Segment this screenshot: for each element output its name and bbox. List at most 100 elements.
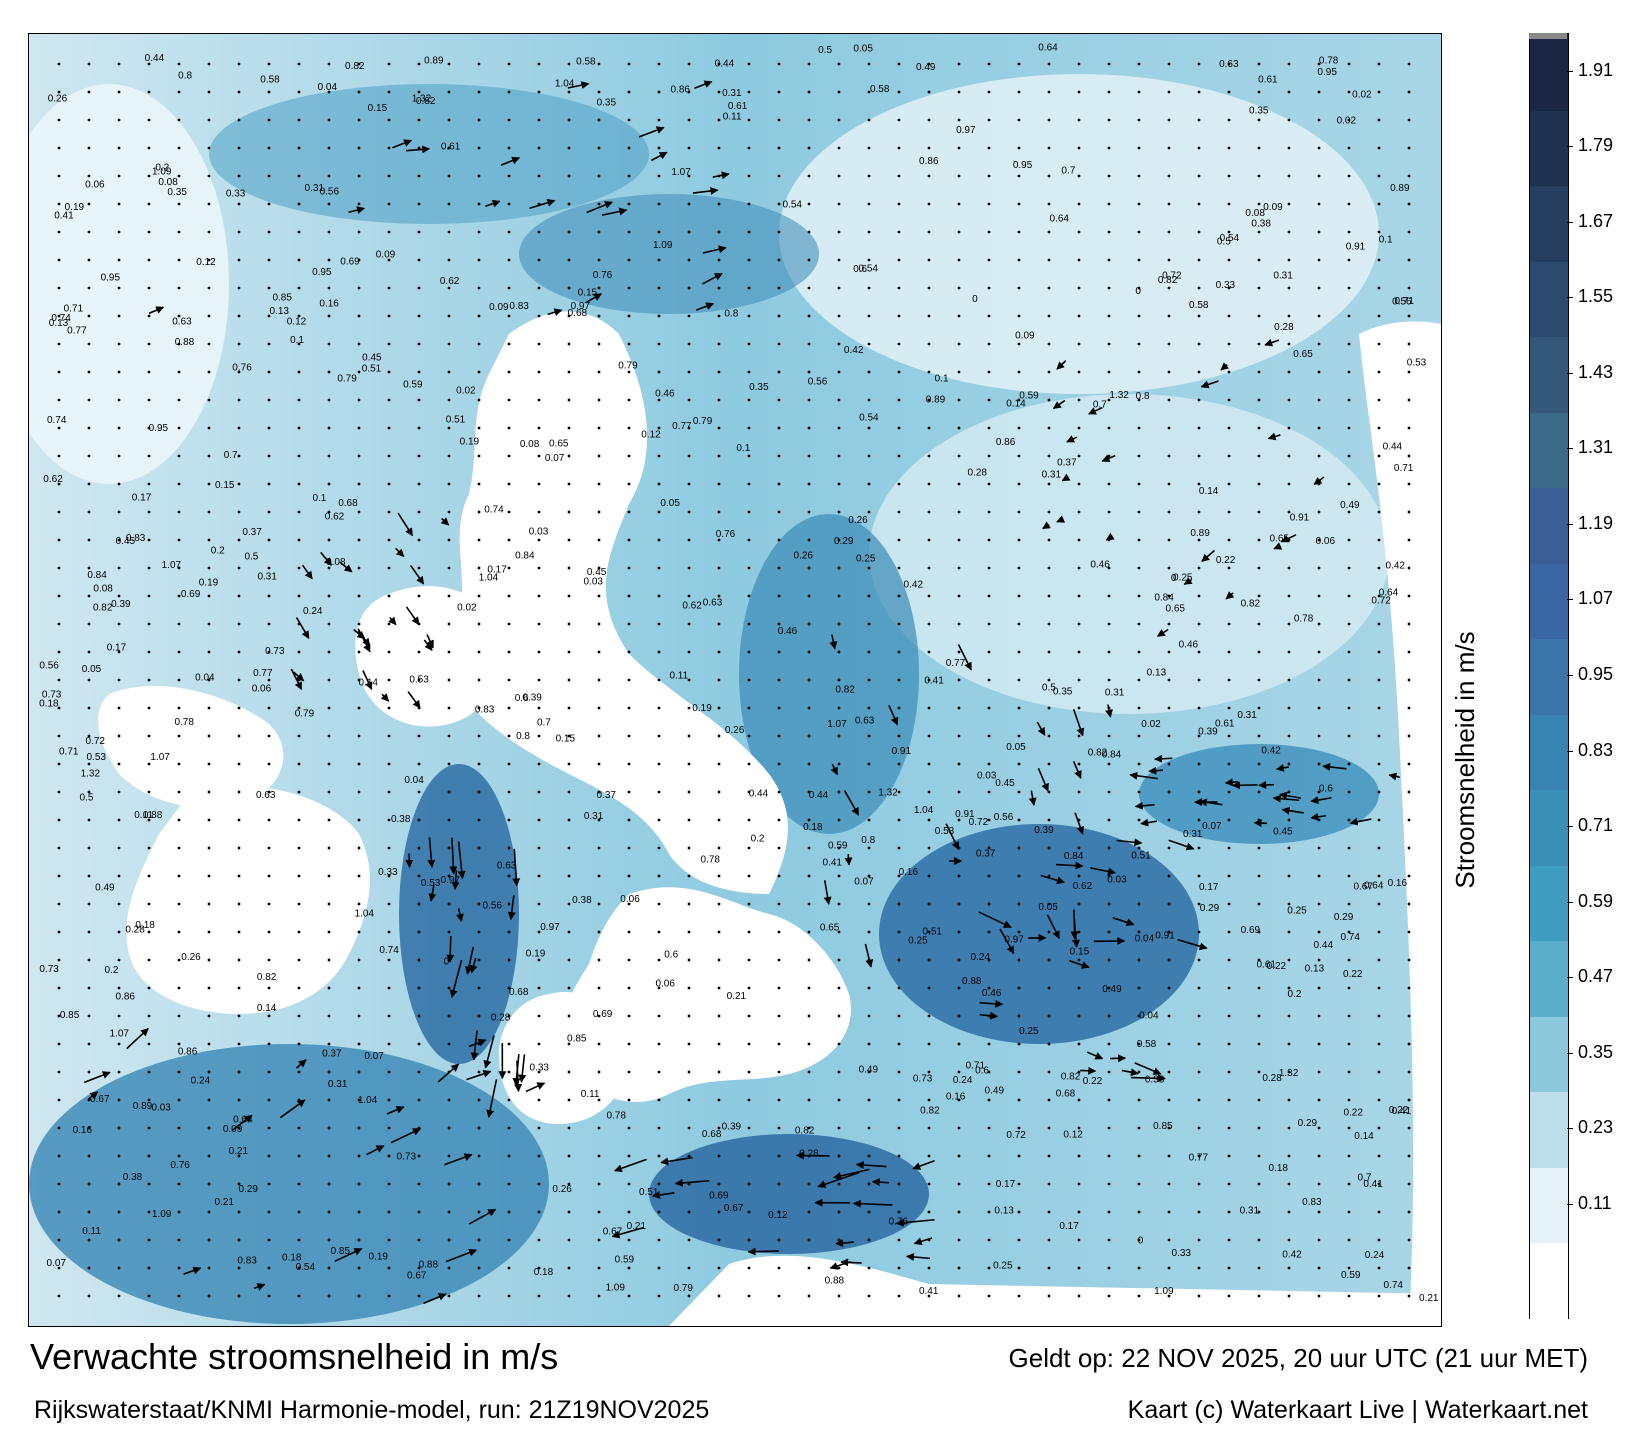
grid-dot — [837, 846, 841, 850]
speed-label: 0 — [1138, 1235, 1144, 1246]
grid-dot — [777, 398, 781, 402]
speed-label: 0.13 — [994, 1205, 1014, 1216]
grid-dot — [597, 1294, 601, 1298]
grid-dot — [957, 146, 961, 150]
grid-dot — [147, 566, 151, 570]
speed-label: 0.7 — [537, 717, 551, 728]
grid-dot — [1077, 1098, 1081, 1102]
speed-label: 0.26 — [725, 725, 745, 736]
grid-dot — [897, 1210, 901, 1214]
speed-label: 0.76 — [170, 1160, 190, 1171]
speed-label: 0.88 — [419, 1259, 439, 1270]
grid-dot — [177, 1042, 181, 1046]
grid-dot — [1137, 1098, 1141, 1102]
grid-dot — [267, 930, 271, 934]
speed-label: 0.33 — [226, 188, 246, 199]
grid-dot — [447, 762, 451, 766]
colorbar-tick-label: 0.71 — [1578, 815, 1614, 836]
grid-dot — [1317, 846, 1321, 850]
grid-dot — [1317, 1266, 1321, 1270]
grid-dot — [987, 874, 991, 878]
grid-dot — [507, 1070, 511, 1074]
grid-dot — [1047, 314, 1051, 318]
grid-dot — [477, 1098, 481, 1102]
grid-dot — [837, 734, 841, 738]
grid-dot — [87, 846, 91, 850]
grid-dot — [87, 1238, 91, 1242]
grid-dot — [117, 790, 121, 794]
grid-dot — [357, 930, 361, 934]
speed-label: 0.72 — [1162, 270, 1182, 281]
grid-dot — [57, 1126, 61, 1130]
grid-dot — [777, 146, 781, 150]
grid-dot — [837, 202, 841, 206]
grid-dot — [117, 146, 121, 150]
grid-dot — [1407, 790, 1411, 794]
grid-dot — [147, 398, 151, 402]
grid-dot — [1287, 314, 1291, 318]
grid-dot — [657, 1210, 661, 1214]
speed-label: 0.95 — [101, 273, 121, 284]
grid-dot — [177, 342, 181, 346]
speed-label: 0.54 — [1220, 233, 1240, 244]
grid-dot — [897, 482, 901, 486]
grid-dot — [897, 118, 901, 122]
grid-dot — [1107, 902, 1111, 906]
speed-label: 0.29 — [239, 1184, 259, 1195]
grid-dot — [417, 566, 421, 570]
grid-dot — [267, 1070, 271, 1074]
grid-dot — [1167, 566, 1171, 570]
grid-dot — [57, 706, 61, 710]
grid-dot — [1167, 1266, 1171, 1270]
speed-label: 0.31 — [257, 571, 277, 582]
grid-dot — [417, 1098, 421, 1102]
grid-dot — [957, 1154, 961, 1158]
grid-dot — [657, 706, 661, 710]
current-arrow — [449, 959, 463, 998]
current-arrow — [747, 1247, 779, 1256]
grid-dot — [1167, 1154, 1171, 1158]
grid-dot — [207, 1014, 211, 1018]
grid-dot — [747, 342, 751, 346]
grid-dot — [567, 1014, 571, 1018]
grid-dot — [1137, 594, 1141, 598]
colorbar-segment — [1530, 336, 1568, 413]
grid-dot — [1257, 762, 1261, 766]
speed-label: 0.13 — [1147, 668, 1167, 679]
grid-dot — [1077, 1266, 1081, 1270]
grid-dot — [687, 1294, 691, 1298]
grid-dot — [297, 538, 301, 542]
grid-dot — [537, 258, 541, 262]
speed-label: 0.15 — [1070, 946, 1090, 957]
grid-dot — [687, 1126, 691, 1130]
grid-dot — [837, 790, 841, 794]
grid-dot — [477, 1238, 481, 1242]
grid-dot — [537, 1126, 541, 1130]
current-arrow — [1313, 476, 1325, 486]
grid-dot — [837, 1098, 841, 1102]
grid-dot — [177, 706, 181, 710]
grid-dot — [1047, 258, 1051, 262]
grid-dot — [177, 1070, 181, 1074]
colorbar-tick-label: 0.95 — [1578, 664, 1614, 684]
grid-dot — [1167, 706, 1171, 710]
colorbar-segment — [1530, 1242, 1568, 1319]
grid-dot — [927, 902, 931, 906]
strong-current-patch — [519, 194, 819, 314]
grid-dot — [777, 1294, 781, 1298]
current-arrow — [1074, 812, 1085, 835]
grid-dot — [1197, 986, 1201, 990]
grid-dot — [1077, 958, 1081, 962]
grid-dot — [747, 314, 751, 318]
grid-dot — [897, 594, 901, 598]
grid-dot — [1167, 146, 1171, 150]
grid-dot — [987, 678, 991, 682]
grid-dot — [387, 846, 391, 850]
grid-dot — [267, 986, 271, 990]
grid-dot — [177, 258, 181, 262]
grid-dot — [417, 1070, 421, 1074]
grid-dot — [297, 314, 301, 318]
grid-dot — [1257, 314, 1261, 318]
current-arrow — [466, 1069, 492, 1081]
grid-dot — [717, 678, 721, 682]
